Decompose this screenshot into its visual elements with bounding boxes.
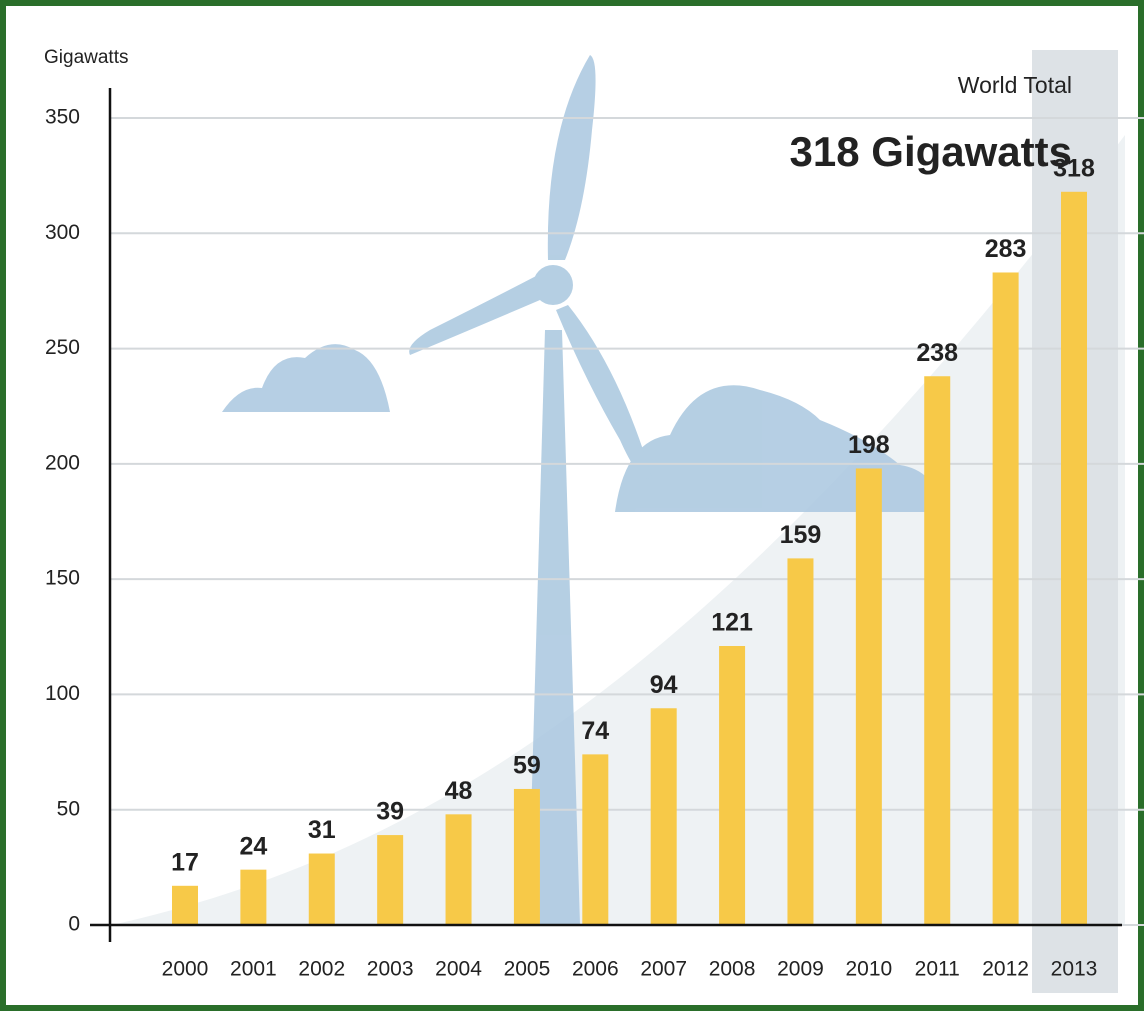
y-tick-label: 50 [57,797,80,820]
bar [855,468,882,925]
marks: 2000 17 2001 24 2002 31 2003 39 2004 48 2005 59 2006… [162,154,1098,980]
bar [582,754,609,925]
y-tick-label: 350 [45,106,80,129]
y-tick-label: 150 [45,567,80,590]
bar [992,272,1019,925]
data-label: 48 [445,777,473,805]
x-tick-label: 2005 [504,958,551,981]
x-tick-label: 2000 [162,958,209,981]
x-tick-label: 2010 [845,958,892,981]
annotation: World Total [958,72,1072,98]
data-label: 198 [848,431,890,459]
y-axis-label: Gigawatts [44,47,128,68]
data-label: 94 [650,671,678,699]
y-tick-label: 0 [68,913,80,936]
windmill-blade [547,55,596,260]
data-label: 24 [239,832,267,860]
bar [650,708,677,925]
bar [172,885,198,925]
x-tick-label: 2011 [915,958,960,981]
x-tick-label: 2012 [982,958,1029,981]
annotation: 318 Gigawatts [790,128,1072,175]
cloud [222,344,390,412]
data-label: 39 [376,798,404,826]
x-tick-label: 2006 [572,958,619,981]
y-tick-label: 300 [45,221,80,244]
windmill-blade [409,275,540,355]
x-tick-label: 2002 [298,958,345,981]
x-tick-label: 2013 [1051,958,1098,981]
y-tick-label: 100 [45,682,80,705]
data-label: 31 [308,816,336,844]
x-tick-label: 2007 [640,958,687,981]
data-label: 283 [985,235,1027,263]
data-label: 238 [916,339,958,367]
x-tick-label: 2004 [435,958,482,981]
y-tick-label: 200 [45,451,80,474]
bar [719,646,746,925]
data-label: 74 [581,717,609,745]
data-label: 318 [1053,154,1095,182]
bar [377,835,404,925]
data-label: 17 [171,848,199,876]
bar [445,814,472,925]
bar [240,869,267,925]
bar [787,558,814,925]
x-tick-label: 2003 [367,958,414,981]
bar [924,376,951,925]
x-tick-label: 2009 [777,958,824,981]
data-label: 159 [780,521,822,549]
bar [308,853,335,925]
windmill-hub [533,265,573,305]
windmill-tower [528,330,580,925]
x-tick-label: 2008 [709,958,756,981]
data-label: 59 [513,752,541,780]
x-tick-label: 2001 [230,958,277,981]
bar [1061,191,1087,926]
bar [513,788,540,925]
y-tick-label: 250 [45,336,80,359]
data-label: 121 [711,609,753,637]
